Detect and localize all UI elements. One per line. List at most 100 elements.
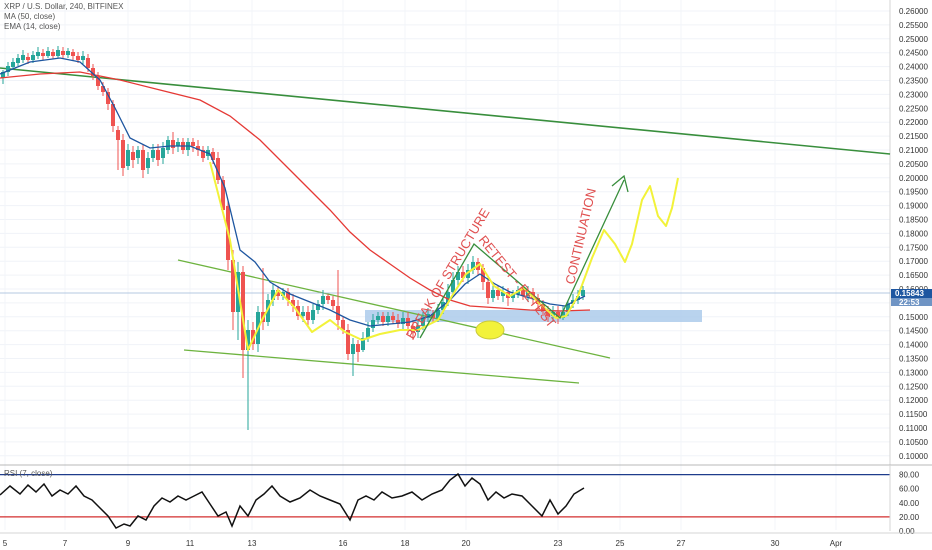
time-tick-label: 20: [462, 539, 471, 548]
candle-body: [306, 312, 310, 320]
candle-body: [331, 300, 335, 306]
candle-body: [86, 58, 90, 68]
price-tick-label: 0.25000: [899, 35, 928, 44]
candle-body: [146, 158, 150, 168]
price-tick-label: 0.15000: [899, 313, 928, 322]
candle-body: [341, 320, 345, 330]
support-zone-layer: [365, 310, 702, 322]
price-tick-label: 0.12500: [899, 382, 928, 391]
trendline-layer: [0, 67, 891, 384]
candle-body: [551, 312, 555, 316]
time-tick-label: 18: [401, 539, 410, 548]
time-tick-label: 13: [248, 539, 257, 548]
time-tick-label: 16: [339, 539, 348, 548]
candle-body: [451, 280, 455, 292]
price-tick-label: 0.22000: [899, 118, 928, 127]
countdown-tag: [891, 298, 932, 306]
candle-body: [211, 152, 215, 160]
candle-body: [131, 152, 135, 160]
long-trendline: [0, 67, 891, 155]
time-tick-label: 5: [3, 539, 8, 548]
candle-body: [71, 52, 75, 56]
candle-body: [576, 296, 580, 300]
price-tick-label: 0.19000: [899, 202, 928, 211]
candle-body: [336, 306, 340, 320]
candle-body: [221, 180, 225, 210]
candle-body: [461, 272, 465, 278]
candle-body: [26, 57, 30, 60]
time-tick-label: 30: [771, 539, 780, 548]
candle-body: [111, 104, 115, 126]
candle-body: [486, 282, 490, 298]
time-tick-label: 23: [554, 539, 563, 548]
candle-body: [496, 290, 500, 296]
candle-body: [456, 272, 460, 280]
candle-body: [96, 76, 100, 86]
time-axis-ticks[interactable]: 5 7 9 11 13 16 18 20 23 25 27 30 Apr: [0, 532, 932, 548]
price-tick-label: 0.20000: [899, 174, 928, 183]
candle-body: [141, 150, 145, 170]
candle-body: [511, 294, 515, 298]
candle-body: [76, 56, 80, 60]
candle-body: [271, 290, 275, 300]
candle-body: [106, 92, 110, 104]
time-tick-label: 27: [677, 539, 686, 548]
candle-body: [316, 304, 320, 310]
price-tick-label: 0.18500: [899, 216, 928, 225]
ma-legend: MA (50, close): [4, 12, 56, 21]
price-tick-label: 0.21500: [899, 132, 928, 141]
candle-body: [61, 51, 65, 55]
rsi-tick-label: 0.00: [899, 527, 915, 536]
candle-body: [196, 146, 200, 150]
candle-body: [386, 316, 390, 322]
candle-body: [321, 296, 325, 304]
candle-body: [401, 318, 405, 324]
price-tick-label: 0.14000: [899, 341, 928, 350]
price-tick-label: 0.18000: [899, 229, 928, 238]
candle-body: [491, 290, 495, 298]
price-tick-label: 0.24000: [899, 63, 928, 72]
candle-body: [471, 262, 475, 270]
candle-body: [201, 150, 205, 158]
candle-body: [421, 318, 425, 326]
time-tick-label: Apr: [830, 539, 843, 548]
candle-body: [191, 142, 195, 146]
candle-body: [1, 72, 5, 78]
price-tick-label: 0.22500: [899, 104, 928, 113]
candle-body: [361, 338, 365, 350]
candle-body: [21, 55, 25, 60]
candle-body: [501, 292, 505, 296]
candle-body: [166, 140, 170, 150]
candle-body: [136, 150, 140, 158]
price-tick-label: 0.10500: [899, 438, 928, 447]
price-tick-label: 0.21000: [899, 146, 928, 155]
candle-body: [371, 320, 375, 328]
ma50-line: [0, 71, 591, 312]
candle-body: [151, 150, 155, 158]
ema-legend: EMA (14, close): [4, 22, 61, 31]
candle-body: [366, 328, 370, 338]
candle-body: [121, 140, 125, 168]
price-tick-label: 0.26000: [899, 7, 928, 16]
candle-body: [176, 142, 180, 146]
rsi-pane: 80.00 60.00 40.00 20.00 0.00: [0, 464, 932, 536]
candle-body: [466, 270, 470, 278]
price-tick-label: 0.23500: [899, 77, 928, 86]
candle-body: [156, 150, 160, 160]
countdown-tag-label: 22:53: [899, 298, 920, 307]
candle-body: [41, 53, 45, 56]
rsi-tick-label: 80.00: [899, 471, 920, 480]
candle-body: [291, 300, 295, 306]
candle-body: [326, 296, 330, 300]
candle-body: [36, 52, 40, 56]
candle-body: [171, 140, 175, 148]
candle-body: [356, 344, 360, 352]
candle-body: [311, 310, 315, 320]
candle-body: [216, 158, 220, 180]
retest-highlight: [475, 320, 505, 340]
candle-body: [581, 290, 585, 296]
candle-body: [246, 330, 250, 350]
candle-body: [276, 290, 280, 296]
candle-body: [566, 304, 570, 312]
